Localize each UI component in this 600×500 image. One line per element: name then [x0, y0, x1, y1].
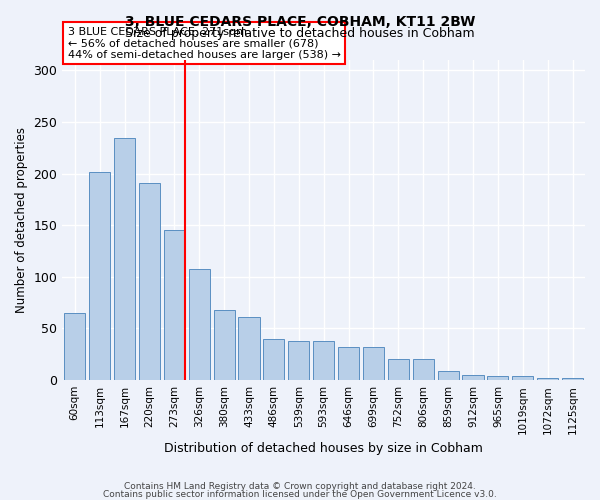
Y-axis label: Number of detached properties: Number of detached properties — [15, 127, 28, 313]
Bar — [89, 172, 110, 380]
Bar — [363, 347, 384, 380]
Text: Contains public sector information licensed under the Open Government Licence v3: Contains public sector information licen… — [103, 490, 497, 499]
Bar — [139, 183, 160, 380]
Bar — [313, 341, 334, 380]
Bar — [388, 360, 409, 380]
Text: Size of property relative to detached houses in Cobham: Size of property relative to detached ho… — [125, 28, 475, 40]
Text: Contains HM Land Registry data © Crown copyright and database right 2024.: Contains HM Land Registry data © Crown c… — [124, 482, 476, 491]
Bar — [263, 339, 284, 380]
Bar — [238, 317, 260, 380]
Bar — [562, 378, 583, 380]
Bar — [338, 347, 359, 380]
X-axis label: Distribution of detached houses by size in Cobham: Distribution of detached houses by size … — [164, 442, 483, 455]
Bar — [214, 310, 235, 380]
Bar — [413, 360, 434, 380]
Bar — [114, 138, 135, 380]
Text: 3 BLUE CEDARS PLACE: 271sqm
← 56% of detached houses are smaller (678)
44% of se: 3 BLUE CEDARS PLACE: 271sqm ← 56% of det… — [68, 27, 341, 60]
Bar — [437, 371, 458, 380]
Bar — [487, 376, 508, 380]
Bar — [463, 375, 484, 380]
Bar — [512, 376, 533, 380]
Bar — [164, 230, 185, 380]
Bar — [288, 341, 310, 380]
Bar — [64, 313, 85, 380]
Bar — [537, 378, 558, 380]
Text: 3, BLUE CEDARS PLACE, COBHAM, KT11 2BW: 3, BLUE CEDARS PLACE, COBHAM, KT11 2BW — [125, 15, 475, 29]
Bar — [188, 268, 210, 380]
